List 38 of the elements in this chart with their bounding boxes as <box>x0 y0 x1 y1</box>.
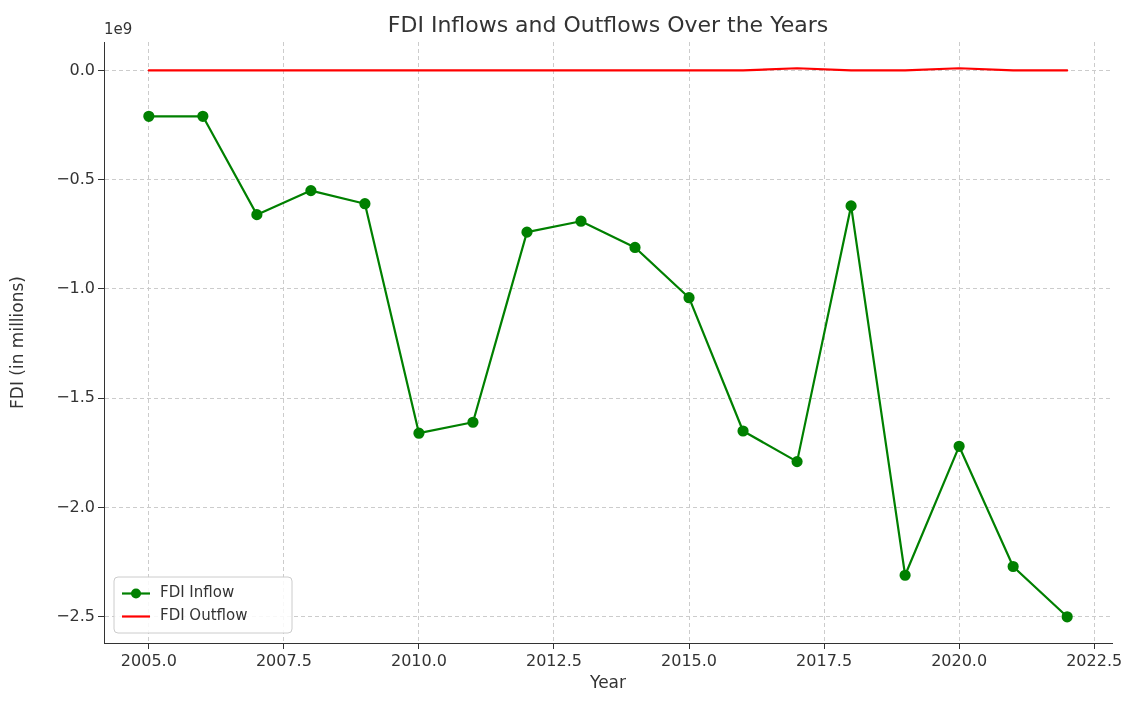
point <box>683 292 695 304</box>
y-tick-label: −2.0 <box>56 496 95 516</box>
point <box>899 569 911 581</box>
point <box>791 456 803 468</box>
point <box>305 185 317 197</box>
x-tick-label: 2005.0 <box>120 650 177 670</box>
x-tick-label: 2012.5 <box>525 650 582 670</box>
x-tick-label: 2017.5 <box>796 650 853 670</box>
point <box>737 425 749 437</box>
y-tick-label: −0.5 <box>56 168 95 188</box>
legend-label: FDI Inflow <box>160 583 235 602</box>
point <box>359 198 371 210</box>
point <box>521 226 533 238</box>
y-tick-label: −2.5 <box>56 605 95 625</box>
point <box>413 427 425 439</box>
point <box>629 241 641 254</box>
y-tick-label: −1.0 <box>56 278 95 298</box>
text: 1e9 <box>104 20 133 38</box>
y-tick-label: 0.0 <box>69 59 95 79</box>
point <box>1061 611 1073 623</box>
x-axis-title: Year <box>589 672 626 693</box>
point <box>953 440 965 452</box>
point <box>1007 560 1019 573</box>
point <box>575 215 587 227</box>
point <box>467 416 479 428</box>
legend-label: FDI Outflow <box>160 606 248 625</box>
point <box>143 110 155 122</box>
x-tick-label: 2020.0 <box>931 650 988 670</box>
x-tick-label: 2015.0 <box>661 650 718 670</box>
point <box>845 200 857 212</box>
point <box>251 209 263 221</box>
y-axis-title: FDI (in millions) <box>6 276 27 409</box>
x-tick-label: 2007.5 <box>255 650 312 670</box>
point <box>197 110 209 122</box>
x-tick-label: 2022.5 <box>1066 650 1123 670</box>
y-tick-label: −1.5 <box>56 387 95 407</box>
x-tick-label: 2010.0 <box>390 650 447 670</box>
chart-title: FDI Inflows and Outflows Over the Years <box>387 12 829 37</box>
